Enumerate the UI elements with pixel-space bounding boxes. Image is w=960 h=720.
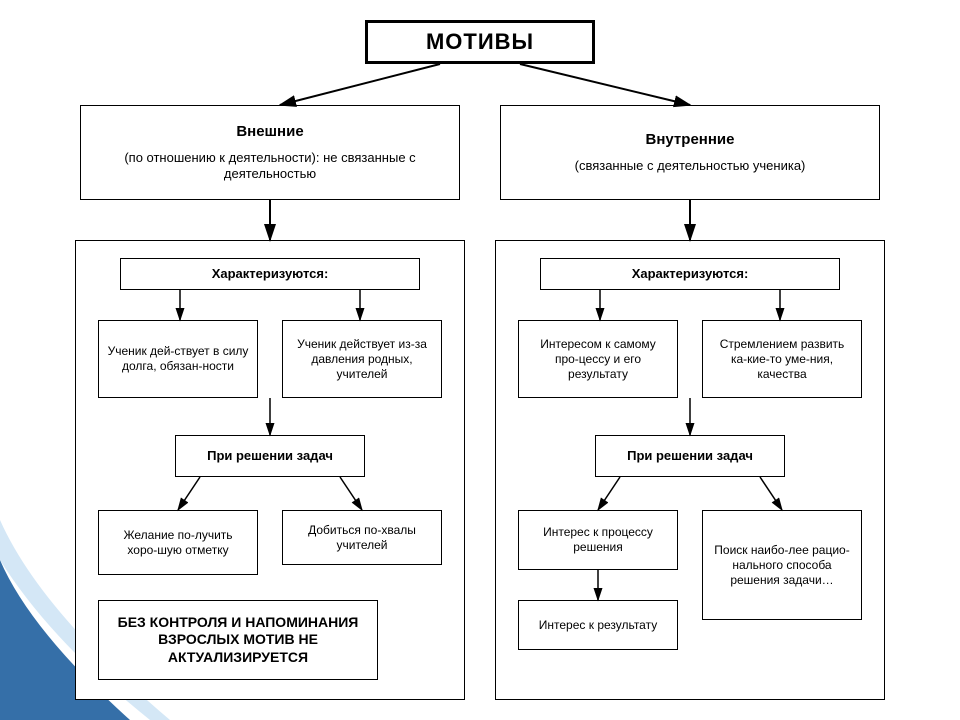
left-char-a-text: Ученик дей-ствует в силу долга, обязан-н… bbox=[107, 344, 249, 374]
right-char-label: Характеризуются: bbox=[540, 258, 840, 290]
title-box: МОТИВЫ bbox=[365, 20, 595, 64]
left-task-a-text: Желание по-лучить хоро-шую отметку bbox=[107, 528, 249, 558]
right-task-b: Поиск наибо-лее рацио-нального способа р… bbox=[702, 510, 862, 620]
left-tasks-label: При решении задач bbox=[175, 435, 365, 477]
right-char-a-text: Интересом к самому про-цессу и его резул… bbox=[527, 337, 669, 382]
right-task-a-text: Интерес к процессу решения bbox=[527, 525, 669, 555]
right-char-b-text: Стремлением развить ка-кие-то уме-ния, к… bbox=[711, 337, 853, 382]
right-task-c-text: Интерес к результату bbox=[539, 618, 657, 633]
right-tasks-label-text: При решении задач bbox=[627, 448, 753, 464]
left-task-a: Желание по-лучить хоро-шую отметку bbox=[98, 510, 258, 575]
left-char-b-text: Ученик действует из-за давления родных, … bbox=[291, 337, 433, 382]
left-char-b: Ученик действует из-за давления родных, … bbox=[282, 320, 442, 398]
left-task-b-text: Добиться по-хвалы учителей bbox=[291, 523, 433, 553]
left-char-label-text: Характеризуются: bbox=[212, 266, 329, 282]
right-char-a: Интересом к самому про-цессу и его резул… bbox=[518, 320, 678, 398]
left-header-bold: Внешние bbox=[236, 123, 303, 142]
right-char-label-text: Характеризуются: bbox=[632, 266, 749, 282]
left-char-a: Ученик дей-ствует в силу долга, обязан-н… bbox=[98, 320, 258, 398]
left-footer-text: БЕЗ КОНТРОЛЯ И НАПОМИНАНИЯ ВЗРОСЛЫХ МОТИ… bbox=[107, 614, 369, 667]
right-task-b-text: Поиск наибо-лее рацио-нального способа р… bbox=[711, 543, 853, 588]
left-footer: БЕЗ КОНТРОЛЯ И НАПОМИНАНИЯ ВЗРОСЛЫХ МОТИ… bbox=[98, 600, 378, 680]
title-text: МОТИВЫ bbox=[426, 28, 534, 56]
left-task-b: Добиться по-хвалы учителей bbox=[282, 510, 442, 565]
right-task-c: Интерес к результату bbox=[518, 600, 678, 650]
right-header-text: (связанные с деятельностью ученика) bbox=[575, 158, 806, 174]
left-header: Внешние (по отношению к деятельности): н… bbox=[80, 105, 460, 200]
right-char-b: Стремлением развить ка-кие-то уме-ния, к… bbox=[702, 320, 862, 398]
left-header-text: (по отношению к деятельности): не связан… bbox=[89, 150, 451, 183]
right-task-a: Интерес к процессу решения bbox=[518, 510, 678, 570]
left-tasks-label-text: При решении задач bbox=[207, 448, 333, 464]
left-char-label: Характеризуются: bbox=[120, 258, 420, 290]
right-header: Внутренние (связанные с деятельностью уч… bbox=[500, 105, 880, 200]
right-header-bold: Внутренние bbox=[646, 131, 735, 150]
right-tasks-label: При решении задач bbox=[595, 435, 785, 477]
